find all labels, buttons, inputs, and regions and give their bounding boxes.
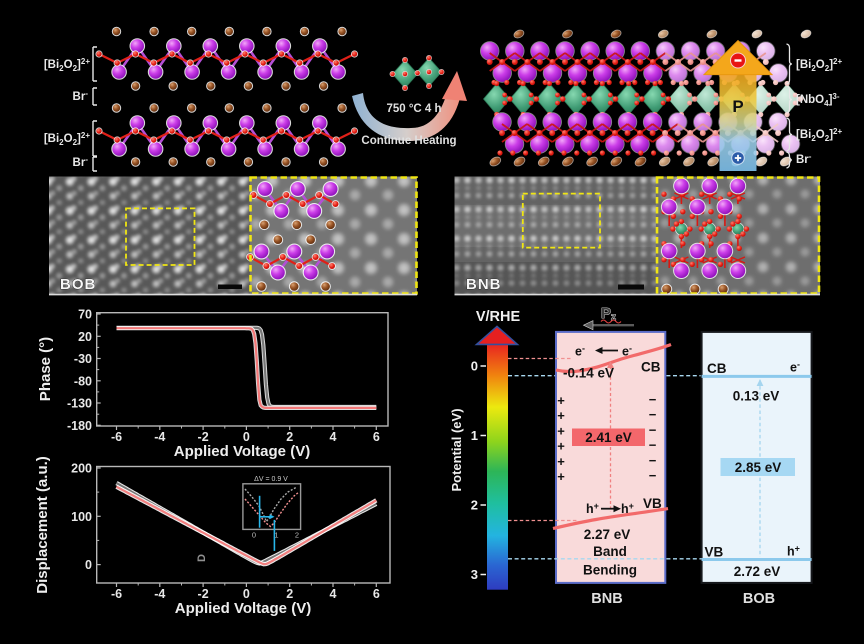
svg-text:Br-: Br- — [796, 152, 812, 166]
svg-text:e-: e- — [622, 344, 632, 359]
svg-text:4: 4 — [330, 587, 337, 601]
svg-text:1: 1 — [471, 428, 478, 443]
svg-text:+: + — [557, 408, 565, 423]
svg-text:200: 200 — [71, 462, 92, 476]
svg-text:VB: VB — [643, 496, 662, 511]
svg-text:e-: e- — [790, 360, 800, 375]
svg-text:2.72 eV: 2.72 eV — [734, 564, 781, 579]
svg-text:20: 20 — [78, 330, 92, 344]
svg-text:0.13 eV: 0.13 eV — [733, 389, 780, 404]
svg-text:100: 100 — [71, 510, 92, 524]
svg-text:3: 3 — [471, 567, 478, 582]
svg-text:2: 2 — [286, 430, 293, 444]
svg-text:2.27 eV: 2.27 eV — [584, 527, 631, 542]
svg-text:-180: -180 — [67, 419, 92, 433]
svg-text:-2: -2 — [198, 587, 209, 601]
svg-text:-30: -30 — [74, 352, 92, 366]
svg-text:D: D — [196, 554, 208, 562]
svg-text:2: 2 — [471, 498, 478, 513]
svg-text:−: − — [649, 407, 657, 422]
svg-text:2: 2 — [295, 531, 299, 540]
svg-text:CB: CB — [707, 361, 727, 376]
svg-text:[Bi2O2]2+: [Bi2O2]2+ — [796, 57, 842, 73]
svg-text:−: − — [649, 422, 657, 437]
svg-text:+: + — [557, 454, 565, 469]
svg-text:VB: VB — [705, 545, 724, 560]
svg-text:2.85 eV: 2.85 eV — [735, 460, 782, 475]
svg-text:Phase (°): Phase (°) — [37, 337, 54, 401]
svg-text:-4: -4 — [154, 587, 165, 601]
svg-text:0: 0 — [252, 531, 256, 540]
svg-text:BNB: BNB — [466, 276, 502, 293]
svg-text:Br-: Br- — [73, 155, 89, 169]
svg-text:[Bi2O2]2+: [Bi2O2]2+ — [796, 127, 842, 143]
svg-text:+: + — [557, 423, 565, 438]
svg-text:Band: Band — [593, 544, 627, 559]
svg-text:BNB: BNB — [591, 591, 622, 607]
svg-text:-6: -6 — [111, 430, 122, 444]
svg-text:−: − — [649, 438, 657, 453]
svg-text:[Bi2O2]2+: [Bi2O2]2+ — [44, 57, 90, 73]
svg-text:-0.14 eV: -0.14 eV — [563, 366, 614, 381]
svg-text:4: 4 — [330, 430, 337, 444]
svg-text:Potential (eV): Potential (eV) — [449, 408, 464, 491]
svg-text:0: 0 — [85, 558, 92, 572]
svg-text:-2: -2 — [198, 430, 209, 444]
svg-text:2: 2 — [286, 587, 293, 601]
svg-text:Continue Heating: Continue Heating — [361, 135, 456, 147]
svg-text:Bending: Bending — [583, 563, 637, 578]
svg-text:6: 6 — [373, 587, 380, 601]
svg-text:BOB: BOB — [743, 591, 775, 607]
svg-text:+: + — [557, 393, 565, 408]
svg-text:70: 70 — [78, 308, 92, 322]
svg-text:ΔV = 0.9 V: ΔV = 0.9 V — [254, 476, 288, 483]
svg-text:V/RHE: V/RHE — [476, 309, 521, 325]
svg-text:[NbO4]3-: [NbO4]3- — [796, 92, 840, 108]
svg-text:Applied Voltage (V): Applied Voltage (V) — [174, 443, 310, 460]
svg-text:6: 6 — [373, 430, 380, 444]
svg-text:+: + — [557, 469, 565, 484]
svg-text:Applied Voltage (V): Applied Voltage (V) — [175, 600, 311, 617]
svg-text:+: + — [557, 439, 565, 454]
svg-text:0: 0 — [243, 587, 250, 601]
svg-text:750 °C 4 h: 750 °C 4 h — [386, 103, 441, 115]
svg-text:0: 0 — [243, 430, 250, 444]
svg-text:BOB: BOB — [60, 276, 96, 293]
svg-text:-6: -6 — [111, 587, 122, 601]
svg-text:-130: -130 — [67, 397, 92, 411]
svg-text:−: − — [649, 392, 657, 407]
svg-text:−: − — [649, 468, 657, 483]
svg-text:0: 0 — [471, 359, 478, 374]
svg-text:Displacement (a.u.): Displacement (a.u.) — [34, 456, 51, 594]
svg-text:e-: e- — [575, 344, 585, 359]
svg-text:Br-: Br- — [73, 89, 89, 103]
svg-text:CB: CB — [641, 360, 661, 375]
svg-text:P: P — [732, 97, 743, 116]
svg-text:[Bi2O2]2+: [Bi2O2]2+ — [44, 131, 90, 147]
svg-text:−: − — [649, 453, 657, 468]
svg-text:1: 1 — [274, 531, 278, 540]
svg-text:-80: -80 — [74, 374, 92, 388]
svg-text:-4: -4 — [154, 430, 165, 444]
svg-text:2.41 eV: 2.41 eV — [585, 430, 632, 445]
